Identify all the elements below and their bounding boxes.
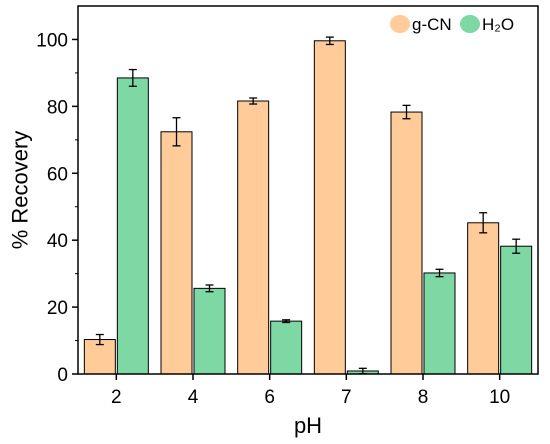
y-axis-title: % Recovery — [8, 131, 33, 250]
bar-HO-ph4 — [193, 287, 226, 375]
legend-item-gCN: g-CN — [390, 15, 452, 34]
y-tick-label: 100 — [36, 30, 68, 51]
bars-layer — [83, 40, 533, 375]
errorbar-gCN-ph7 — [325, 36, 334, 46]
x-tick-label: 8 — [418, 387, 429, 408]
x-axis-title: pH — [294, 413, 322, 438]
x-tick-label: 4 — [188, 387, 199, 408]
y-tick-label: 0 — [57, 365, 68, 386]
errorbars-layer — [95, 36, 521, 375]
legend-swatch — [460, 15, 480, 33]
bar-gCN-ph10 — [467, 222, 500, 375]
bar-gCN-ph6 — [237, 100, 270, 375]
legend-label: H₂O — [482, 15, 514, 34]
bar-gCN-ph8 — [390, 111, 423, 375]
y-tick-label: 80 — [47, 97, 68, 118]
errorbar-HO-ph8 — [435, 268, 444, 278]
legend: g-CN H₂O — [390, 15, 514, 34]
errorbar-gCN-ph10 — [479, 212, 488, 234]
bar-HO-ph6 — [270, 320, 303, 375]
errorbar-HO-ph2 — [128, 68, 137, 87]
bar-HO-ph8 — [423, 272, 456, 375]
bar-HO-ph10 — [500, 245, 533, 375]
y-tick-label: 40 — [47, 231, 68, 252]
plot-frame — [77, 5, 539, 375]
errorbar-HO-ph4 — [205, 284, 214, 293]
x-tick-label: 6 — [264, 387, 275, 408]
errorbar-HO-ph6 — [282, 319, 291, 324]
x-tick-label: 7 — [341, 387, 352, 408]
errorbar-HO-ph10 — [512, 238, 521, 254]
legend-label: g-CN — [412, 15, 452, 34]
legend-swatch — [390, 15, 410, 33]
errorbar-gCN-ph8 — [402, 104, 411, 120]
bar-gCN-ph4 — [160, 131, 193, 375]
y-tick-label: 20 — [47, 298, 68, 319]
bar-gCN-ph2 — [83, 339, 116, 375]
errorbar-gCN-ph6 — [249, 97, 258, 105]
errorbar-gCN-ph4 — [172, 117, 181, 147]
bar-HO-ph2 — [116, 77, 149, 375]
x-tick-label: 10 — [489, 387, 510, 408]
bar-gCN-ph7 — [313, 40, 346, 375]
axes-layer — [77, 5, 539, 375]
x-tick-label: 2 — [111, 387, 122, 408]
y-tick-label: 60 — [47, 164, 68, 185]
legend-item-HO: H₂O — [460, 15, 514, 34]
errorbar-gCN-ph2 — [95, 333, 104, 346]
